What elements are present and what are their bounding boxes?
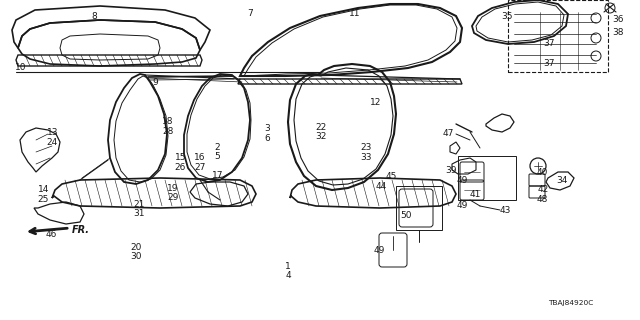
Text: 17: 17 — [212, 171, 223, 180]
Text: 49: 49 — [456, 201, 468, 210]
Text: 18: 18 — [162, 117, 173, 126]
Text: 37: 37 — [543, 39, 555, 48]
Text: 14: 14 — [38, 185, 49, 194]
Text: 39: 39 — [445, 166, 457, 175]
Text: 21: 21 — [134, 200, 145, 209]
Text: 33: 33 — [360, 153, 372, 162]
Text: 4: 4 — [285, 271, 291, 280]
Text: 1: 1 — [285, 262, 291, 271]
Text: 3: 3 — [265, 124, 270, 133]
Text: FR.: FR. — [72, 225, 90, 235]
Text: 25: 25 — [38, 195, 49, 204]
Text: 7: 7 — [247, 9, 252, 18]
Text: 9: 9 — [152, 78, 158, 87]
Text: 6: 6 — [265, 134, 270, 143]
Text: 12: 12 — [370, 98, 381, 107]
Text: 28: 28 — [162, 127, 173, 136]
Text: 29: 29 — [167, 193, 179, 202]
Text: 24: 24 — [47, 138, 58, 147]
Text: 19: 19 — [167, 184, 179, 193]
Text: 47: 47 — [442, 129, 454, 138]
Text: 36: 36 — [612, 15, 623, 24]
Text: 43: 43 — [500, 206, 511, 215]
Text: 49: 49 — [373, 246, 385, 255]
Text: 32: 32 — [316, 132, 327, 141]
Bar — [508, 0, 608, 72]
Text: 37: 37 — [543, 59, 555, 68]
Text: 10: 10 — [15, 63, 26, 72]
Text: 42: 42 — [537, 185, 548, 194]
Text: 2: 2 — [215, 143, 220, 152]
Text: 8: 8 — [92, 12, 97, 20]
Text: 44: 44 — [375, 182, 387, 191]
Text: 49: 49 — [456, 176, 468, 185]
Text: 40: 40 — [537, 168, 548, 177]
Text: 34: 34 — [556, 176, 568, 185]
Text: 38: 38 — [612, 28, 623, 36]
Text: 26: 26 — [175, 163, 186, 172]
Text: 20: 20 — [130, 243, 141, 252]
Text: TBAJ84920C: TBAJ84920C — [548, 300, 593, 306]
Text: 23: 23 — [360, 143, 372, 152]
Text: 45: 45 — [386, 172, 397, 181]
Text: 16: 16 — [194, 153, 205, 162]
Text: 22: 22 — [316, 123, 327, 132]
Text: 11: 11 — [349, 9, 361, 18]
Text: 46: 46 — [45, 230, 57, 239]
Text: 15: 15 — [175, 153, 186, 162]
Bar — [458, 156, 516, 200]
Text: 48: 48 — [537, 195, 548, 204]
Text: 31: 31 — [134, 209, 145, 218]
Text: 50: 50 — [401, 211, 412, 220]
Text: 27: 27 — [194, 163, 205, 172]
Bar — [396, 186, 442, 230]
Text: 13: 13 — [47, 128, 58, 137]
Text: 30: 30 — [130, 252, 141, 261]
Text: 35: 35 — [501, 12, 513, 20]
Text: 41: 41 — [469, 190, 481, 199]
Text: 5: 5 — [215, 152, 220, 161]
